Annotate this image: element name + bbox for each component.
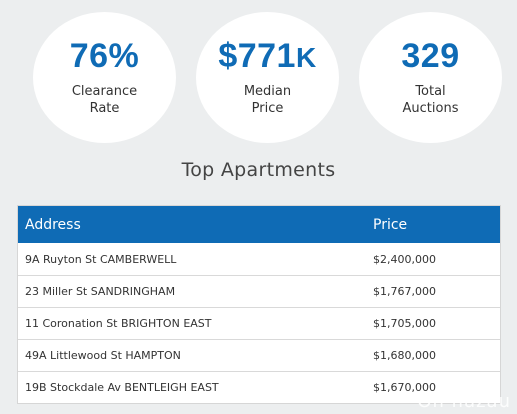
address-cell: 49A Littlewood St HAMPTON [25, 349, 181, 362]
watermark: On nazau [417, 391, 511, 412]
address-cell: 23 Miller St SANDRINGHAM [25, 285, 176, 298]
stat-label: Clearance Rate [71, 83, 138, 116]
table-row: 11 Coronation St BRIGHTON EAST $1,705,00… [18, 307, 500, 339]
stats-row: 76% Clearance Rate $771K Median Price 32… [33, 12, 502, 143]
column-header-price[interactable]: Price [373, 216, 408, 233]
price-cell: $1,680,000 [373, 349, 436, 362]
stat-label: Median Price [243, 83, 292, 116]
price-cell: $2,400,000 [373, 252, 436, 266]
table-row: 49A Littlewood St HAMPTON $1,680,000 [18, 339, 500, 371]
table-header: Address Price [18, 206, 500, 243]
price-cell: $1,767,000 [373, 285, 436, 298]
stat-value: 76% [69, 36, 140, 75]
address-cell: 9A Ruyton St CAMBERWELL [25, 252, 177, 266]
stat-label: Total Auctions [402, 83, 459, 116]
price-cell: $1,705,000 [373, 317, 436, 330]
address-cell: 19B Stockdale Av BENTLEIGH EAST [25, 381, 219, 394]
table-row: 19B Stockdale Av BENTLEIGH EAST $1,670,0… [18, 371, 500, 403]
section-title: Top Apartments [181, 159, 336, 181]
top-apartments-table: Address Price 9A Ruyton St CAMBERWELL $2… [17, 205, 501, 404]
stat-clearance-rate: 76% Clearance Rate [33, 12, 176, 143]
column-header-address[interactable]: Address [25, 216, 81, 233]
table-row: 23 Miller St SANDRINGHAM $1,767,000 [18, 275, 500, 307]
table-row: 9A Ruyton St CAMBERWELL $2,400,000 [18, 243, 500, 275]
stat-total-auctions: 329 Total Auctions [359, 12, 502, 143]
address-cell: 11 Coronation St BRIGHTON EAST [25, 317, 212, 330]
stat-value: 329 [401, 36, 460, 75]
stat-median-price: $771K Median Price [196, 12, 339, 143]
stat-value: $771K [218, 36, 317, 75]
price-cell: $1,670,000 [373, 381, 436, 394]
